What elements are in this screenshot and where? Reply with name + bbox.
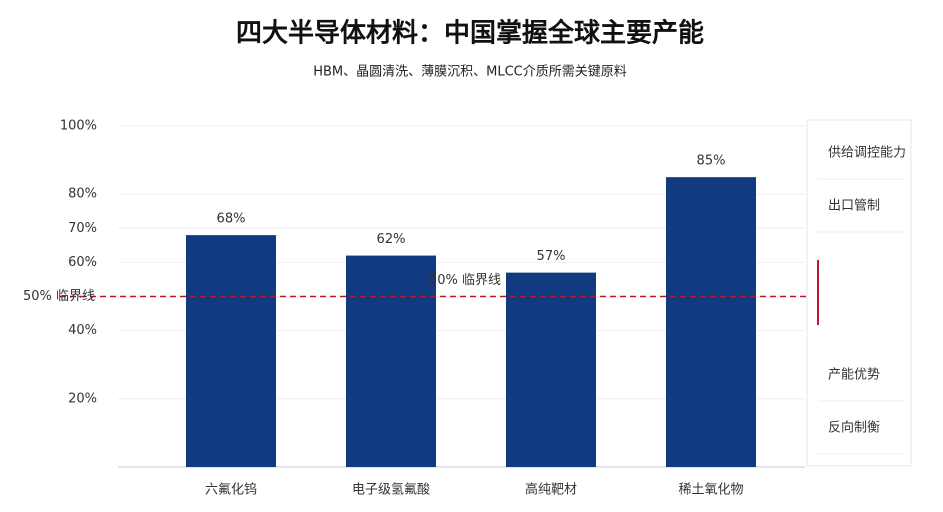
y-tick-label: 70% — [68, 221, 97, 236]
y-tick-label: 80% — [68, 187, 97, 202]
x-tick-label: 电子级氢氟酸 — [352, 483, 430, 498]
chart-subtitle: HBM、晶圆清洗、薄膜沉积、MLCC介质所需关键原料 — [313, 65, 627, 80]
reference-label: 50% 临界线 — [429, 273, 501, 288]
y-tick-label: 100% — [60, 119, 97, 134]
side-panel-item: 产能优势 — [828, 367, 880, 383]
side-panel-item: 反向制衡 — [828, 420, 880, 436]
data-label: 57% — [537, 249, 566, 264]
side-panel-item: 出口管制 — [828, 199, 880, 214]
x-tick-label: 六氟化钨 — [205, 482, 257, 498]
bar — [666, 177, 756, 467]
bar — [186, 235, 276, 467]
chart-title: 四大半导体材料：中国掌握全球主要产能 — [236, 18, 704, 49]
y-tick-label: 20% — [68, 391, 97, 406]
reference-label: 50% 临界线 — [23, 289, 95, 304]
bar — [346, 255, 436, 467]
side-panel-item: 供给调控能力 — [828, 146, 906, 161]
data-label: 85% — [697, 154, 726, 169]
y-tick-label: 40% — [68, 323, 97, 338]
data-label: 68% — [217, 212, 246, 227]
side-panel — [806, 119, 912, 467]
data-label: 62% — [377, 232, 406, 247]
x-tick-label: 高纯靶材 — [525, 482, 577, 498]
x-tick-label: 稀土氧化物 — [678, 483, 743, 498]
bar — [506, 272, 596, 467]
y-tick-label: 60% — [68, 255, 97, 270]
